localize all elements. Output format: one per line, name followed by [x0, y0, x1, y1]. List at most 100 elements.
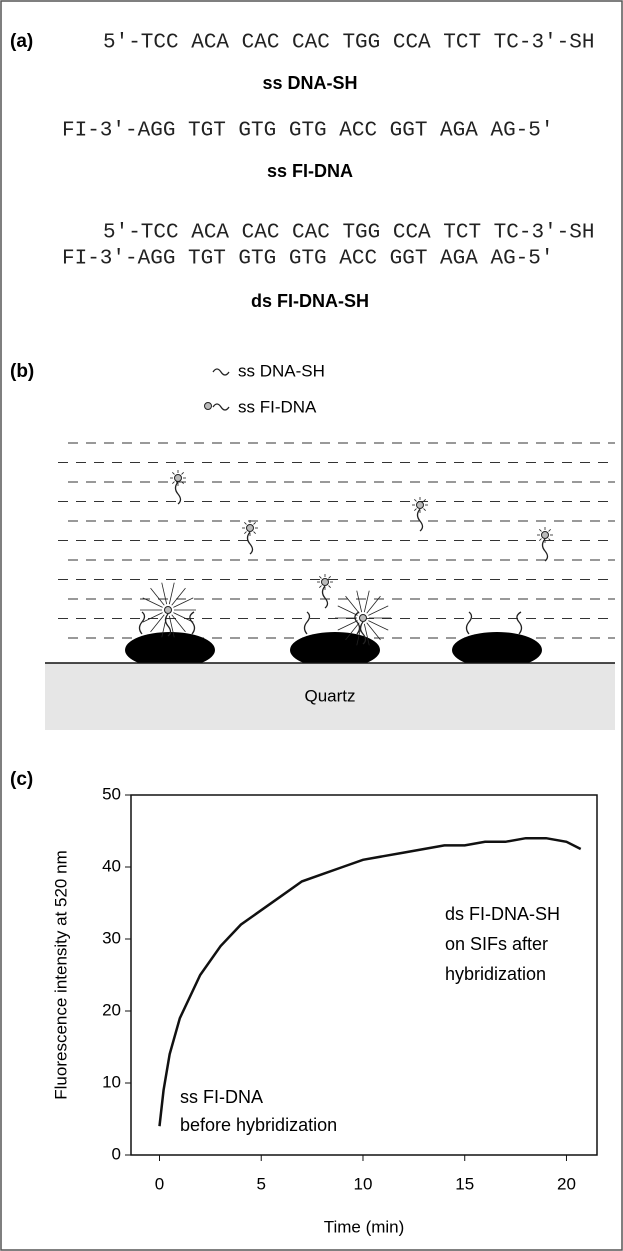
annotation: on SIFs after	[445, 934, 548, 954]
silver-island	[452, 632, 542, 668]
annotation: ds FI-DNA-SH	[445, 904, 560, 924]
dna-strand	[416, 508, 424, 532]
emission-ray	[368, 620, 389, 631]
emission-ray	[412, 508, 417, 513]
strand-name: ds FI-DNA-SH	[251, 291, 369, 311]
x-tick-label: 10	[354, 1174, 373, 1193]
panel-label: (c)	[10, 769, 33, 790]
emission-ray	[537, 527, 542, 532]
sequence: FI-3′-AGG TGT GTG GTG ACC GGT AGA AG-5′	[62, 248, 553, 271]
quartz	[45, 663, 615, 730]
emission-ray	[170, 481, 175, 486]
sequence: 5′-TCC ACA CAC CAC TGG CCA TCT TC-3′-SH	[103, 222, 594, 245]
legend-symbol	[212, 403, 230, 411]
dna-strand	[516, 611, 523, 635]
y-tick-label: 0	[112, 1144, 121, 1163]
emission-ray	[363, 590, 370, 613]
panel-label: (b)	[10, 361, 34, 382]
legend-symbol	[204, 402, 212, 410]
emission-ray	[366, 595, 381, 614]
emission-ray	[356, 590, 363, 613]
fluorophore	[541, 531, 549, 539]
x-tick-label: 0	[155, 1174, 164, 1193]
x-tick-label: 15	[455, 1174, 474, 1193]
dna-strand	[321, 585, 329, 609]
dna-strand	[164, 613, 172, 637]
annotation: hybridization	[445, 964, 546, 984]
emission-ray	[317, 585, 322, 590]
x-axis-label: Time (min)	[324, 1217, 405, 1236]
emission-ray	[345, 595, 360, 614]
emission-ray	[242, 531, 247, 536]
y-axis-label: Fluorescence intensity at 520 nm	[51, 850, 70, 1099]
emission-ray	[363, 623, 370, 646]
fluorophore	[321, 578, 329, 586]
emission-ray	[168, 615, 175, 638]
plot-frame	[130, 794, 598, 1156]
y-tick-label: 50	[102, 784, 121, 803]
silver-island	[125, 632, 215, 668]
y-tick-label: 30	[102, 928, 121, 947]
dna-strand	[138, 611, 146, 635]
emission-ray	[253, 520, 258, 525]
annotation: before hybridization	[180, 1115, 337, 1135]
dna-strand	[174, 481, 182, 505]
data-line	[158, 836, 582, 1127]
legend-symbol	[212, 368, 230, 376]
emission-ray	[173, 612, 194, 623]
fluorophore	[246, 524, 254, 532]
x-tick-label: 20	[557, 1174, 576, 1193]
fluorophore	[164, 606, 172, 614]
emission-ray	[368, 605, 389, 616]
emission-ray	[253, 531, 258, 536]
emission-ray	[548, 527, 553, 532]
emission-ray	[366, 622, 381, 641]
emission-ray	[412, 497, 417, 502]
emission-ray	[537, 538, 542, 543]
emission-ray	[150, 614, 165, 633]
substrate-label: Quartz	[304, 686, 355, 705]
x-tick-label: 5	[257, 1174, 266, 1193]
emission-ray	[328, 585, 333, 590]
emission-ray	[181, 470, 186, 475]
emission-ray	[345, 622, 360, 641]
emission-ray	[337, 620, 358, 631]
fluorophore	[416, 501, 424, 509]
annotation: ss FI-DNA	[180, 1087, 263, 1107]
dna-strand	[465, 611, 473, 635]
sequence: 5′-TCC ACA CAC CAC TGG CCA TCT TC-3′-SH	[103, 32, 594, 55]
y-tick-label: 40	[102, 856, 121, 875]
emission-ray	[337, 605, 358, 616]
emission-ray	[242, 520, 247, 525]
chart: 0 10 20 30 40 50 0 5 10 15 20 Time (min) Fluorescenc…	[51, 784, 598, 1236]
legend-label: ss FI-DNA	[238, 397, 317, 416]
y-tick-label: 10	[102, 1072, 121, 1091]
strand-name: ss DNA-SH	[262, 73, 357, 93]
emission-ray	[170, 470, 175, 475]
emission-ray	[423, 508, 428, 513]
emission-ray	[317, 574, 322, 579]
dna-strand	[541, 538, 549, 562]
strand-name: ss FI-DNA	[267, 161, 353, 181]
emission-ray	[548, 538, 553, 543]
emission-ray	[173, 597, 194, 608]
emission-ray	[328, 574, 333, 579]
emission-ray	[168, 582, 175, 605]
emission-ray	[142, 612, 163, 623]
dna-strand	[189, 611, 196, 635]
solution-scene	[58, 442, 615, 668]
emission-ray	[171, 587, 186, 606]
sequence: FI-3′-AGG TGT GTG GTG ACC GGT AGA AG-5′	[62, 120, 553, 143]
fluorophore	[174, 474, 182, 482]
emission-ray	[423, 497, 428, 502]
fluorophore	[359, 614, 367, 622]
dna-strand	[359, 621, 367, 645]
emission-ray	[142, 597, 163, 608]
dna-strand	[303, 611, 311, 635]
y-tick-label: 20	[102, 1000, 121, 1019]
emission-ray	[150, 587, 165, 606]
dna-strand	[246, 531, 254, 555]
emission-ray	[181, 481, 186, 486]
